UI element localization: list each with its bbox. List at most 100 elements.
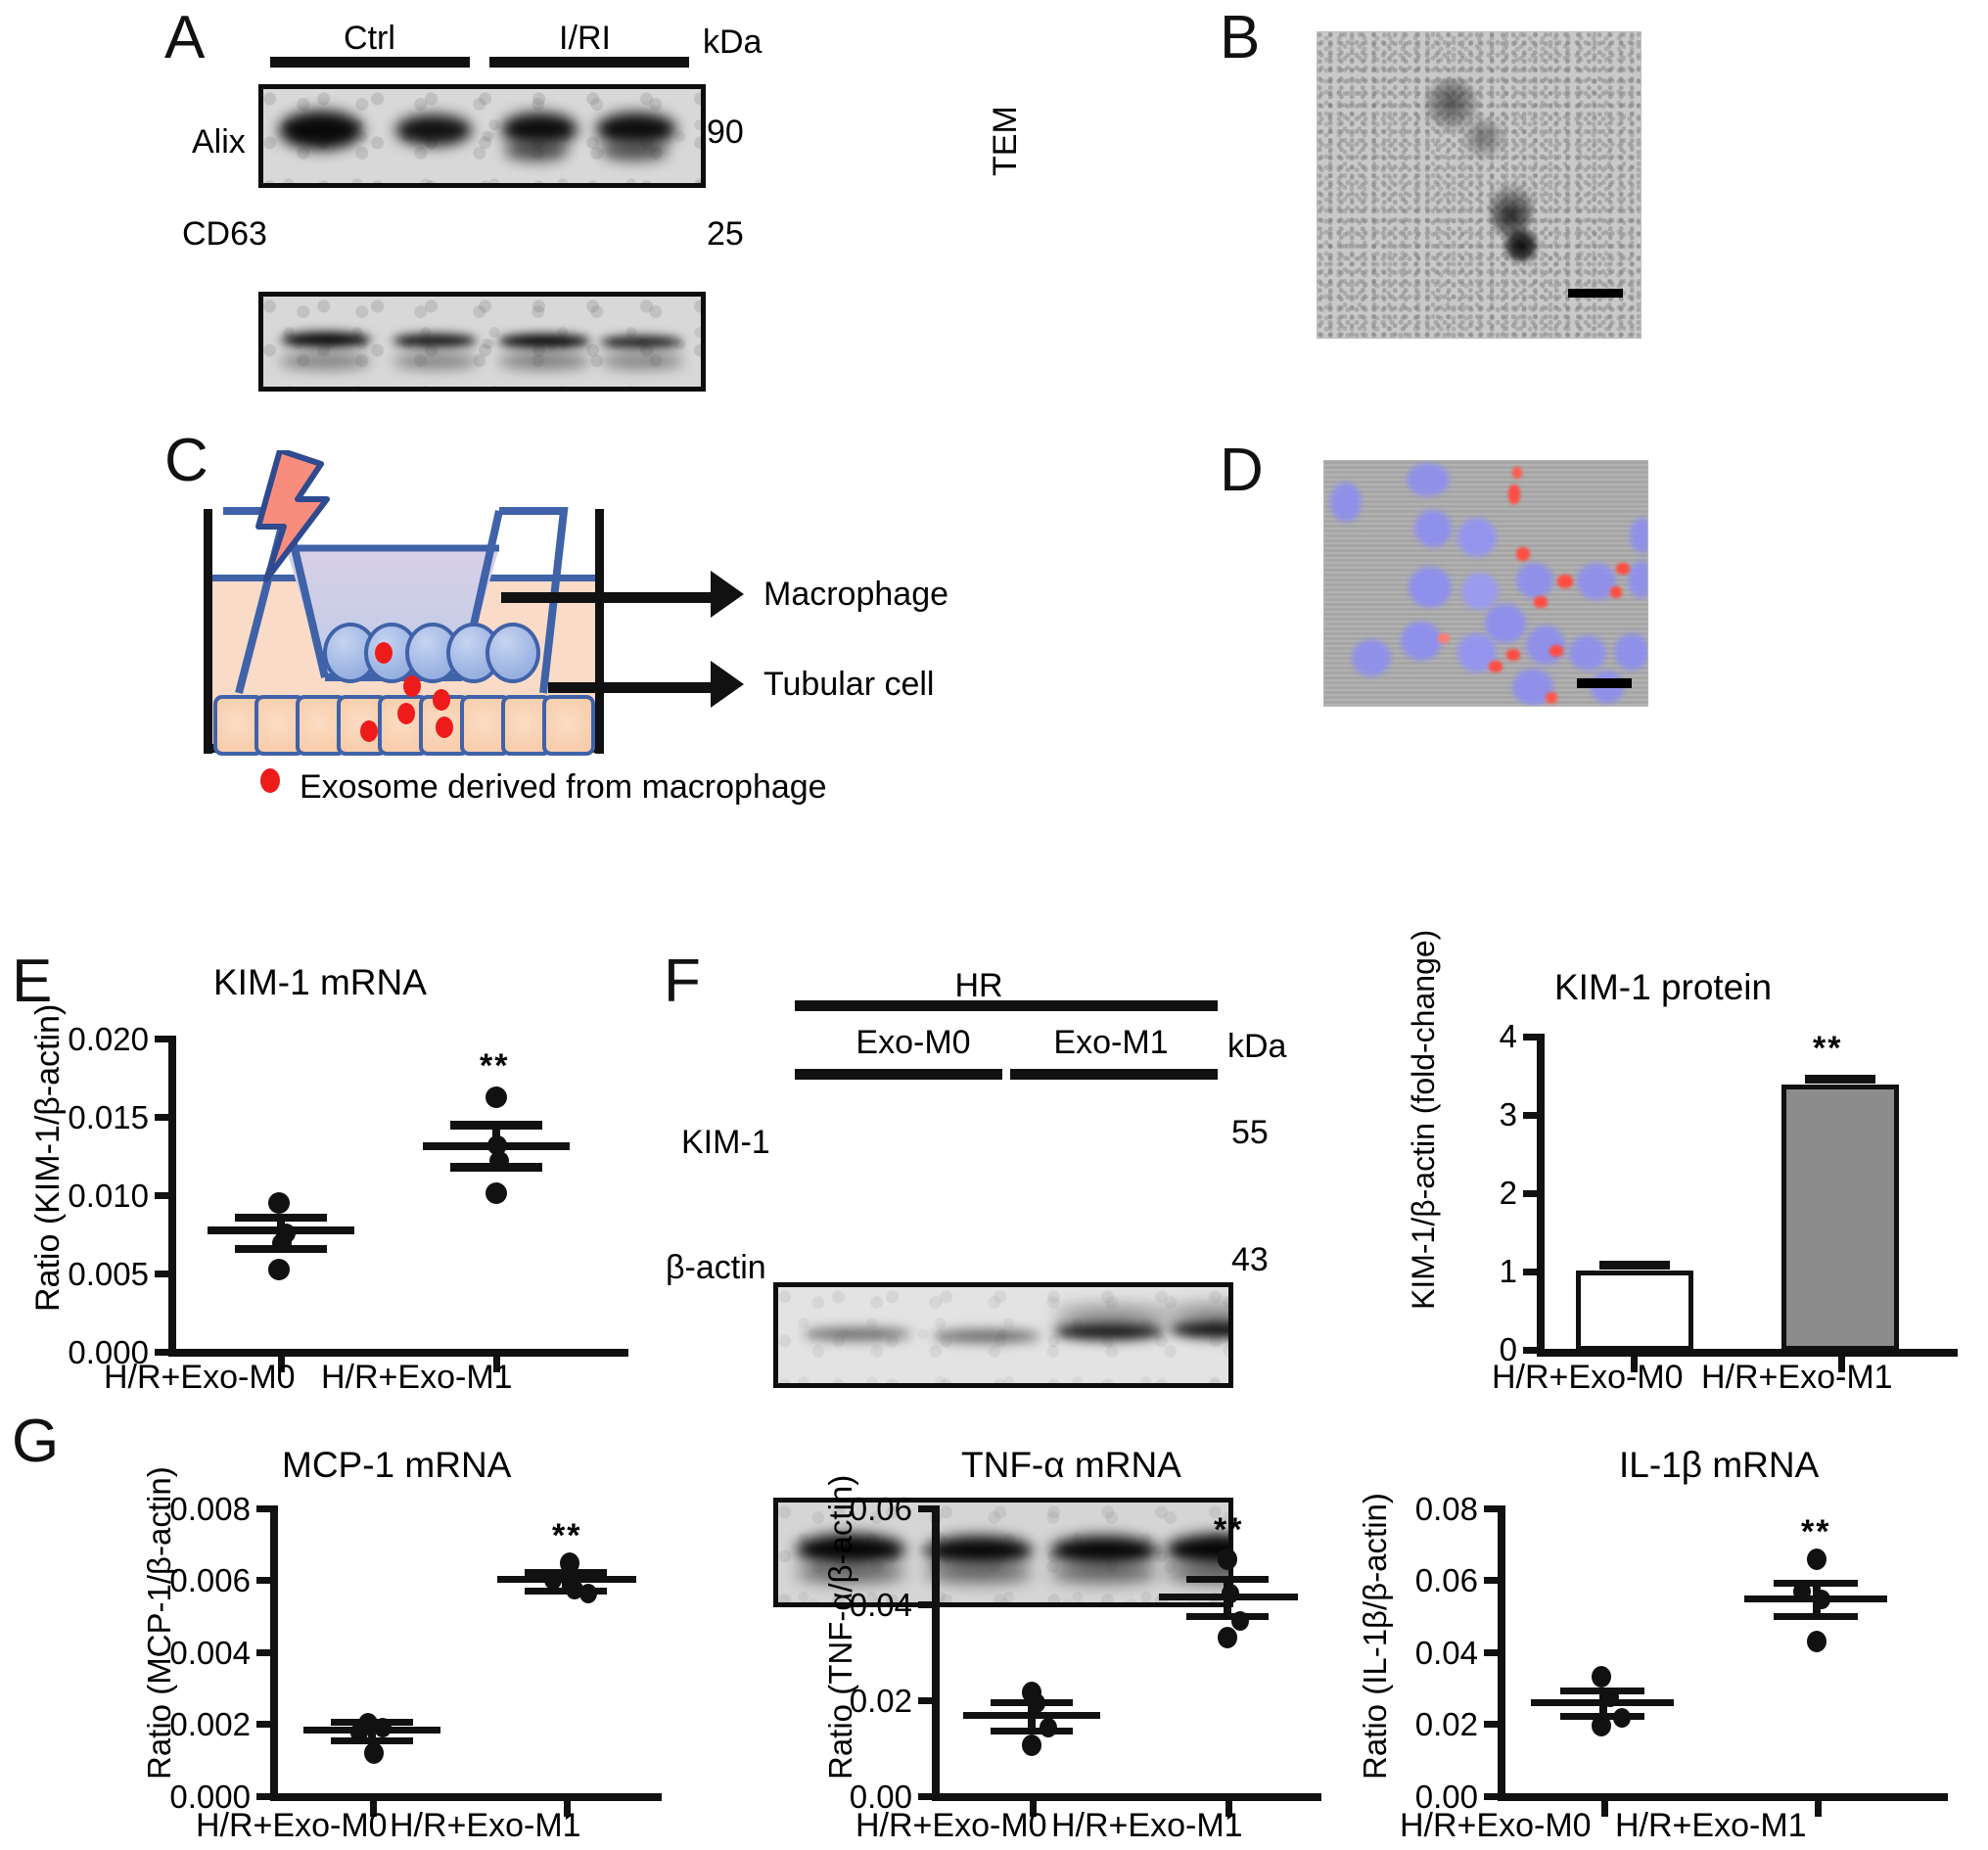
ytick-0005: 0.005	[68, 1256, 149, 1292]
panel-a-kda-header: kDa	[703, 23, 763, 61]
data-point	[485, 1087, 507, 1108]
chart-title-mcp1-mrna: MCP-1 mRNA	[282, 1445, 512, 1485]
chart-title-kim1-protein: KIM-1 protein	[1554, 967, 1773, 1007]
data-point	[272, 1233, 292, 1253]
chart-title-il1b-mrna: IL-1β mRNA	[1619, 1445, 1820, 1485]
data-point	[1813, 1590, 1830, 1609]
data-point	[485, 1182, 507, 1204]
data-point	[268, 1192, 290, 1214]
chart-tnfa-mrna: 0.06 0.04 0.02 0.00 **	[685, 1478, 1331, 1850]
ytick-0002: 0.002	[169, 1706, 251, 1742]
xtick-label-m0: H/R+Exo-M0	[1400, 1807, 1592, 1844]
chart-title-tnfa-mrna: TNF-α mRNA	[961, 1445, 1181, 1485]
injury-bolt-icon	[255, 450, 330, 582]
x-axis	[1537, 1349, 1958, 1357]
exosome-dot	[397, 703, 415, 724]
ytick-004: 0.04	[849, 1587, 912, 1623]
panel-c-arrow-tubular-line	[548, 682, 717, 693]
panel-b-tem-image	[1317, 31, 1641, 339]
y-axis	[1537, 1034, 1545, 1355]
ytick-0006: 0.006	[169, 1562, 251, 1598]
panel-c-legend-text: Exosome derived from macrophage	[300, 768, 827, 806]
xtick-label-m1: H/R+Exo-M1	[390, 1807, 581, 1844]
y-axis	[932, 1505, 940, 1799]
panel-a-group-label-ctrl: Ctrl	[344, 20, 395, 57]
error-cap-m1	[1805, 1075, 1875, 1084]
exosome-dot	[375, 642, 393, 664]
panel-c-annotation-tubular-cell: Tubular cell	[763, 666, 935, 703]
chart-title-kim1-mrna: KIM-1 mRNA	[213, 962, 427, 1002]
panel-g-letter: G	[12, 1408, 60, 1475]
chart-mcp1-mrna: 0.008 0.006 0.004 0.002 0.000 **	[0, 1478, 666, 1850]
xtick-label-m0: H/R+Exo-M0	[1492, 1359, 1684, 1396]
panel-f-row-label-bactin: β-actin	[666, 1249, 766, 1286]
panel-f-group-bar-m0	[795, 1069, 1002, 1080]
bar-m1	[1781, 1085, 1899, 1351]
data-point	[1218, 1549, 1237, 1570]
exosome-dot	[433, 689, 450, 711]
chart-il1b-mrna: 0.08 0.06 0.04 0.02 0.00 **	[1302, 1478, 1987, 1850]
panel-f-group-label-m1: Exo-M1	[1053, 1024, 1169, 1061]
data-point	[1222, 1584, 1239, 1603]
panel-f-group-bar-m1	[1010, 1069, 1218, 1080]
panel-a-kda-value-cd63: 25	[707, 215, 744, 253]
data-point	[489, 1151, 509, 1171]
ytick-0000: 0.000	[68, 1334, 149, 1370]
panel-d-scale-bar	[1577, 678, 1632, 688]
significance-marker-m1: **	[1813, 1030, 1843, 1067]
panel-e-letter: E	[12, 948, 53, 1015]
panel-c-arrow-macrophage-line	[501, 592, 717, 603]
xtick-label-m0: H/R+Exo-M0	[104, 1359, 296, 1396]
ytick-000: 0.00	[1414, 1779, 1478, 1815]
xtick-label-m1: H/R+Exo-M1	[1701, 1359, 1893, 1396]
ytick-004: 0.04	[1414, 1635, 1478, 1671]
panel-c-annotation-macrophage: Macrophage	[763, 576, 949, 613]
ytick-0015: 0.015	[68, 1099, 149, 1135]
data-point	[1793, 1582, 1811, 1601]
data-point	[1028, 1693, 1045, 1713]
panel-a-group-bar-ctrl	[270, 57, 470, 68]
panel-a-blot-cd63	[258, 292, 706, 392]
ytick-006: 0.06	[1414, 1562, 1478, 1598]
exosome-dot	[436, 717, 453, 738]
y-axis	[270, 1505, 278, 1799]
x-axis	[270, 1793, 662, 1801]
data-point	[1601, 1688, 1619, 1707]
panel-d-letter: D	[1220, 437, 1264, 504]
data-point	[1592, 1715, 1611, 1736]
y-axis	[1498, 1505, 1505, 1799]
panel-a-row-label-cd63: CD63	[182, 215, 267, 253]
ytick-0: 0	[1499, 1331, 1517, 1367]
panel-c-legend-exosome-icon	[260, 768, 280, 793]
data-point	[1231, 1611, 1249, 1631]
panel-c-letter: C	[164, 427, 208, 494]
xtick-label-m1: H/R+Exo-M1	[1615, 1807, 1807, 1844]
x-axis	[168, 1349, 628, 1357]
xtick-label-m0: H/R+Exo-M0	[196, 1807, 388, 1844]
ytick-002: 0.02	[1414, 1706, 1478, 1742]
ytick-3: 3	[1499, 1096, 1517, 1133]
data-point	[544, 1570, 562, 1590]
ytick-000: 0.00	[849, 1779, 912, 1815]
data-point	[1592, 1666, 1611, 1688]
exosome-dot	[360, 720, 378, 742]
panel-a-blot-alix	[258, 84, 706, 188]
panel-f-kda-value-bactin: 43	[1231, 1241, 1269, 1278]
significance-marker-m1: **	[1214, 1511, 1244, 1549]
ytick-1: 1	[1499, 1253, 1517, 1289]
panel-a-group-label-iri: I/RI	[559, 20, 611, 57]
panel-a-letter: A	[164, 4, 206, 71]
panel-f-kda-value-kim1: 55	[1231, 1114, 1269, 1151]
data-point	[487, 1135, 507, 1155]
x-axis	[932, 1793, 1321, 1801]
panel-a-kda-value-alix: 90	[707, 114, 744, 151]
error-stem-m1	[562, 1569, 570, 1595]
data-point	[364, 1742, 384, 1764]
panel-a-row-label-alix: Alix	[192, 123, 246, 161]
panel-c-well-right-wall	[595, 509, 604, 754]
exosome-dot	[403, 675, 421, 697]
data-point	[268, 1259, 290, 1280]
bar-m0	[1576, 1271, 1693, 1351]
data-point	[579, 1584, 597, 1603]
data-point	[350, 1723, 368, 1742]
